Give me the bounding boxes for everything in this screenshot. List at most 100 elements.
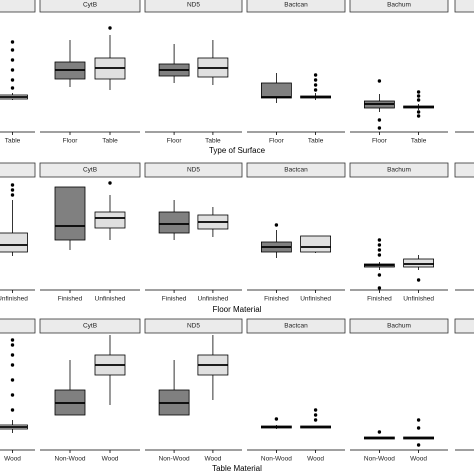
x-tick-label: Unfinished: [403, 296, 434, 303]
outlier: [377, 79, 382, 83]
x-tick-label: Non-Wood: [55, 456, 86, 463]
outlier: [10, 378, 15, 382]
x-tick-label: Non-Wood: [364, 456, 395, 463]
strip: [246, 0, 346, 13]
outlier: [416, 426, 421, 430]
outlier: [416, 114, 421, 118]
x-tick-label: Non-Wood: [159, 456, 190, 463]
outlier: [377, 253, 382, 257]
outlier: [313, 413, 318, 417]
outlier: [377, 118, 382, 122]
strip: [0, 318, 36, 334]
x-tick-label: Finished: [367, 296, 392, 303]
outlier: [416, 443, 421, 447]
x-tick-label: Floor: [167, 138, 183, 145]
strip: [349, 162, 449, 178]
outlier: [10, 48, 15, 52]
outlier: [108, 181, 112, 185]
outlier: [313, 83, 318, 87]
outlier: [108, 26, 112, 30]
x-tick-label: Floor: [269, 138, 285, 145]
outlier: [10, 363, 15, 367]
strip-label: Bachum: [387, 323, 411, 330]
outlier: [313, 418, 318, 422]
strip-label: ND5: [187, 323, 200, 330]
outlier: [10, 393, 15, 397]
outlier: [313, 88, 318, 92]
box: [0, 232, 28, 253]
strip: [144, 162, 243, 178]
strip: [454, 318, 474, 334]
strip: [349, 0, 449, 13]
strip-label: ND5: [187, 167, 200, 174]
x-tick-label: Unfinished: [198, 296, 229, 303]
outlier: [10, 58, 15, 62]
box: [403, 258, 435, 268]
outlier: [10, 343, 15, 347]
outlier: [10, 338, 15, 342]
strip-label: Bachum: [387, 167, 411, 174]
x-tick-label: Finished: [162, 296, 187, 303]
outlier: [377, 126, 382, 130]
x-tick-label: Unfinished: [95, 296, 126, 303]
strip: [39, 0, 141, 13]
strip-label: CytB: [83, 2, 97, 9]
outlier: [10, 183, 15, 187]
x-tick-label: Table: [411, 138, 427, 145]
strip: [246, 162, 346, 178]
x-tick-label: Floor: [63, 138, 79, 145]
strip-label: Bactcan: [284, 323, 308, 330]
x-tick-label: Table: [5, 138, 21, 145]
x-tick-label: Table: [205, 138, 221, 145]
box: [94, 211, 126, 229]
x-tick-label: Wood: [410, 456, 427, 463]
x-tick-label: Unfinished: [300, 296, 331, 303]
x-axis-title: Floor Material: [213, 305, 262, 314]
strip-label: Bactcan: [284, 2, 308, 9]
x-tick-label: Wood: [307, 456, 324, 463]
box: [300, 235, 332, 253]
x-tick-label: Wood: [4, 456, 21, 463]
outlier: [274, 417, 279, 421]
strip-label: Bachum: [387, 2, 411, 9]
strip: [39, 162, 141, 178]
strip-label: CytB: [83, 167, 97, 174]
strip: [0, 162, 36, 178]
outlier: [10, 188, 15, 192]
strip: [349, 318, 449, 334]
outlier: [377, 430, 382, 434]
outlier: [416, 90, 421, 94]
box: [260, 82, 292, 99]
strip: [454, 0, 474, 13]
outlier: [10, 353, 15, 357]
strip-label: Bactcan: [284, 167, 308, 174]
outlier: [10, 78, 15, 82]
strip: [0, 0, 36, 13]
outlier: [416, 94, 421, 98]
x-tick-label: Non-Wood: [261, 456, 292, 463]
outlier: [377, 238, 382, 242]
outlier: [377, 248, 382, 252]
outlier: [377, 286, 382, 290]
x-tick-label: Unfinished: [0, 296, 28, 303]
x-tick-label: Wood: [204, 456, 221, 463]
x-tick-label: Wood: [102, 456, 119, 463]
outlier: [416, 418, 421, 422]
outlier: [377, 273, 382, 277]
outlier: [313, 408, 318, 412]
strip: [39, 318, 141, 334]
x-axis-title: Type of Surface: [209, 146, 266, 155]
outlier: [10, 408, 15, 412]
outlier: [10, 68, 15, 72]
strip: [246, 318, 346, 334]
strip-label: ND5: [187, 2, 200, 9]
outlier: [416, 110, 421, 114]
outlier: [10, 40, 15, 44]
x-tick-label: Table: [308, 138, 324, 145]
outlier: [274, 223, 279, 227]
outlier: [416, 278, 421, 282]
x-tick-label: Finished: [58, 296, 83, 303]
box: [158, 211, 190, 234]
outlier: [377, 243, 382, 247]
